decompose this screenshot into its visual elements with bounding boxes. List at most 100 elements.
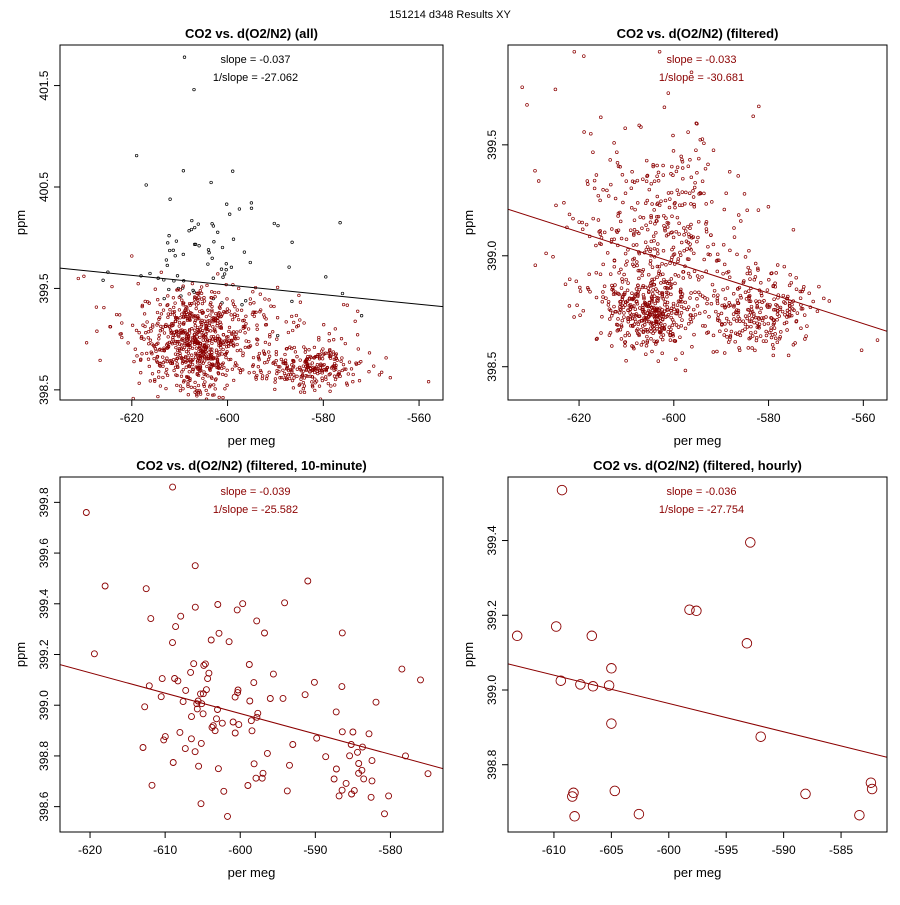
data-point xyxy=(233,312,237,316)
data-point xyxy=(653,301,657,306)
data-point xyxy=(726,340,731,344)
data-point xyxy=(192,333,196,337)
data-point xyxy=(631,257,635,262)
data-point xyxy=(318,366,322,370)
data-point xyxy=(771,318,776,322)
data-point xyxy=(686,232,691,236)
data-point xyxy=(233,305,237,309)
data-point xyxy=(329,366,334,370)
data-point xyxy=(166,241,170,245)
data-point xyxy=(178,353,182,358)
data-point xyxy=(385,792,393,800)
data-point xyxy=(214,601,222,608)
data-point xyxy=(317,357,322,361)
data-point xyxy=(198,288,202,293)
data-point xyxy=(789,280,794,285)
data-point xyxy=(318,397,323,400)
data-point xyxy=(153,377,157,382)
data-point xyxy=(575,303,579,308)
data-point xyxy=(617,310,622,315)
data-point xyxy=(759,306,763,311)
data-point xyxy=(191,357,195,362)
data-point xyxy=(771,284,775,289)
data-point xyxy=(182,686,190,694)
regression-line xyxy=(60,664,443,770)
y-axis-label: ppm xyxy=(461,642,476,667)
data-point xyxy=(295,374,299,378)
inverse-slope-annotation: 1/slope = -30.681 xyxy=(659,72,744,84)
data-point xyxy=(594,295,599,300)
data-point xyxy=(236,317,241,322)
data-point xyxy=(643,317,647,322)
x-tick-label: -600 xyxy=(662,411,686,425)
data-point xyxy=(621,200,625,205)
data-point xyxy=(151,343,156,348)
data-point xyxy=(595,336,599,341)
data-point xyxy=(241,353,245,358)
y-tick-label: 399.4 xyxy=(37,588,51,618)
data-point xyxy=(726,319,731,324)
data-point xyxy=(745,316,749,321)
data-point xyxy=(704,229,709,234)
data-point xyxy=(176,728,184,736)
data-point xyxy=(554,203,558,208)
data-point xyxy=(222,365,226,370)
data-point xyxy=(192,87,196,92)
data-point xyxy=(616,214,620,218)
data-point xyxy=(637,276,641,281)
data-point xyxy=(166,294,170,298)
data-point xyxy=(204,335,208,340)
data-point xyxy=(243,345,247,350)
data-point xyxy=(201,660,209,668)
data-point xyxy=(197,349,201,354)
data-point xyxy=(186,351,191,355)
data-point xyxy=(767,305,772,309)
data-point xyxy=(162,348,166,352)
data-point xyxy=(264,323,269,327)
data-point xyxy=(598,232,603,237)
data-point xyxy=(148,379,152,383)
data-point xyxy=(173,301,177,305)
data-point xyxy=(210,256,214,260)
data-point xyxy=(747,336,751,341)
data-point xyxy=(172,330,177,334)
data-point xyxy=(205,327,210,331)
data-point xyxy=(729,329,734,334)
data-point xyxy=(731,292,736,296)
data-point xyxy=(586,182,590,186)
data-point xyxy=(685,307,690,312)
data-point xyxy=(645,173,650,178)
data-point xyxy=(206,248,211,252)
data-point xyxy=(180,312,184,316)
data-point xyxy=(596,218,601,222)
data-point xyxy=(734,319,739,323)
data-point xyxy=(231,283,235,287)
data-point xyxy=(651,331,655,336)
data-point xyxy=(702,191,706,196)
data-point xyxy=(660,337,665,342)
data-point xyxy=(246,697,254,705)
data-point xyxy=(635,229,639,234)
data-point xyxy=(182,55,187,59)
data-point xyxy=(212,383,216,387)
data-point xyxy=(720,322,724,326)
data-point xyxy=(215,365,219,370)
data-point xyxy=(269,304,273,308)
data-point xyxy=(139,335,144,339)
data-point xyxy=(188,311,193,315)
data-point xyxy=(187,370,191,374)
data-point xyxy=(157,375,161,379)
data-point xyxy=(654,230,658,235)
data-point xyxy=(241,319,245,323)
data-point xyxy=(747,308,751,312)
data-point xyxy=(308,354,312,359)
data-point xyxy=(755,731,766,742)
data-point xyxy=(381,810,388,818)
data-point xyxy=(161,325,165,329)
data-point xyxy=(260,374,265,378)
data-point xyxy=(174,239,179,243)
data-point xyxy=(732,235,737,239)
data-point xyxy=(177,308,182,312)
data-point xyxy=(651,234,656,239)
data-point xyxy=(340,356,344,360)
